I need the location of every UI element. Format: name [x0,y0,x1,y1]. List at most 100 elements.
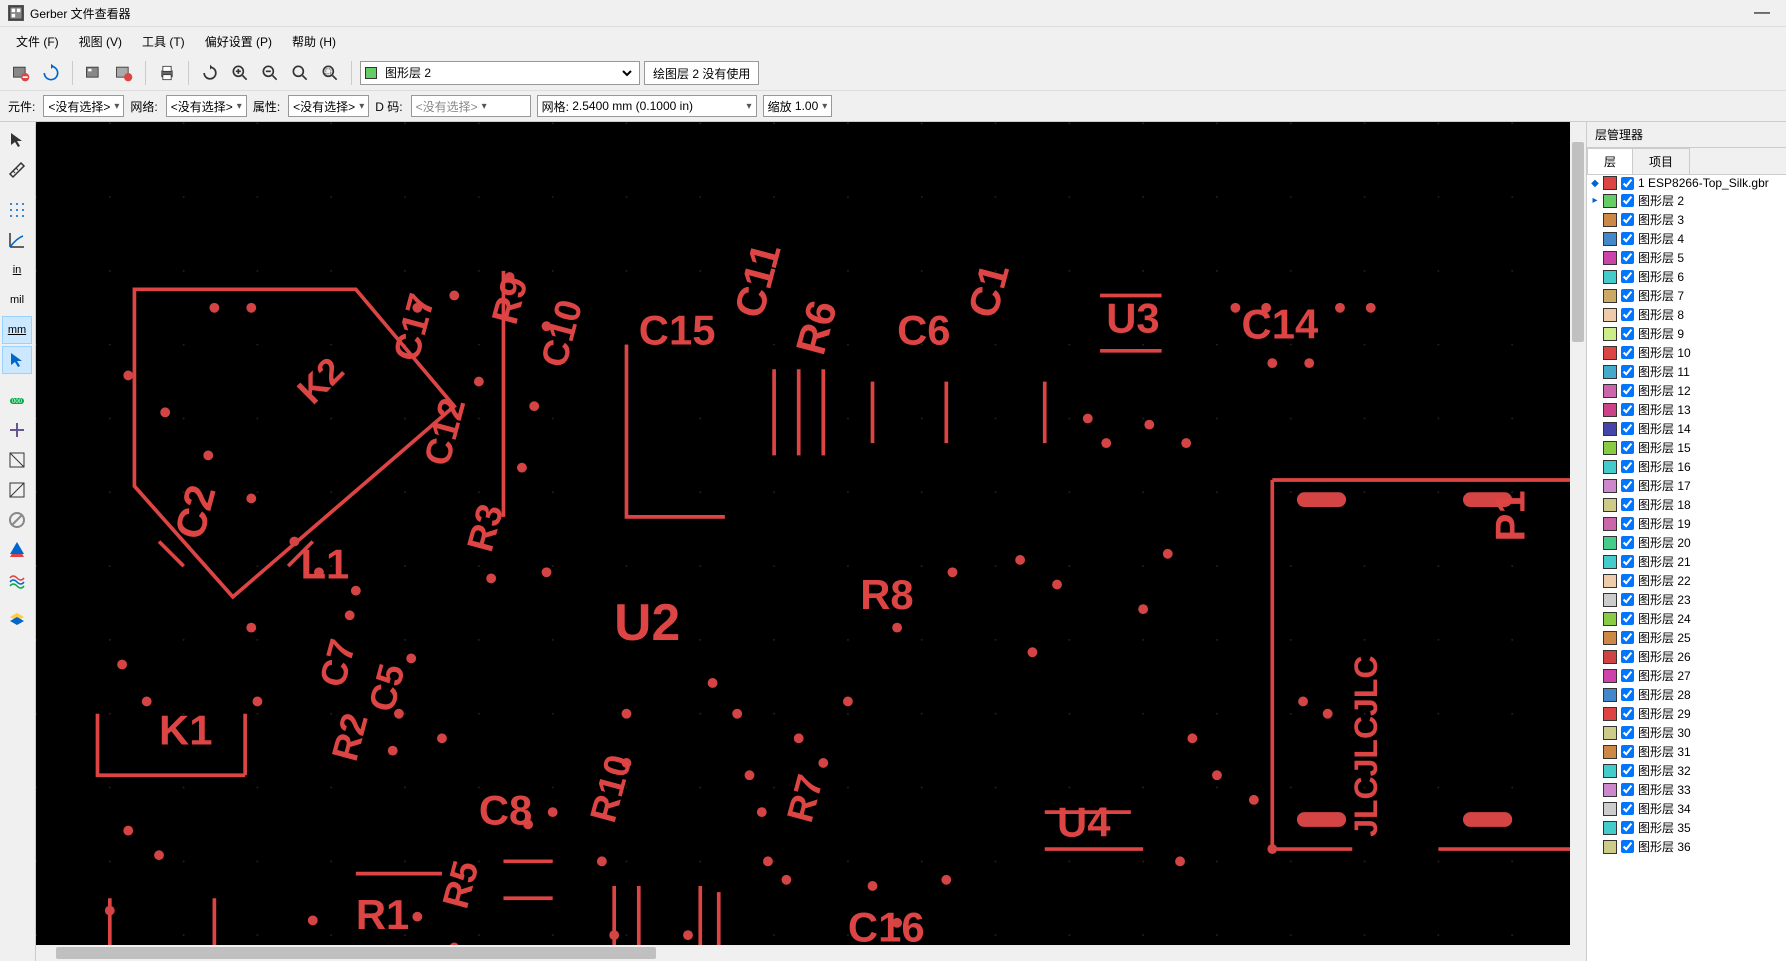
net-combo[interactable]: <没有选择>▾ [166,95,247,117]
layer-visibility-checkbox[interactable] [1621,177,1634,190]
layer-swatch[interactable] [1603,612,1617,626]
display-lines-icon[interactable] [2,416,32,444]
layer-visibility-checkbox[interactable] [1621,707,1634,720]
layer-swatch[interactable] [1603,176,1617,190]
layer-row[interactable]: 图形层 26 [1587,647,1786,666]
layer-swatch[interactable] [1603,840,1617,854]
layer-visibility-checkbox[interactable] [1621,270,1634,283]
layer-visibility-checkbox[interactable] [1621,555,1634,568]
layer-swatch[interactable] [1603,498,1617,512]
layer-visibility-checkbox[interactable] [1621,479,1634,492]
layer-swatch[interactable] [1603,441,1617,455]
layer-swatch[interactable] [1603,802,1617,816]
layer-swatch[interactable] [1603,669,1617,683]
layer-visibility-checkbox[interactable] [1621,403,1634,416]
layer-row[interactable]: 图形层 28 [1587,685,1786,704]
layer-row[interactable]: 图形层 4 [1587,229,1786,248]
display-dcodes-icon[interactable] [2,536,32,564]
layer-visibility-checkbox[interactable] [1621,574,1634,587]
layer-row[interactable]: 图形层 32 [1587,761,1786,780]
horizontal-scrollbar[interactable] [36,945,1586,961]
display-pad-icon[interactable]: 000 [2,386,32,414]
layer-row[interactable]: 图形层 3 [1587,210,1786,229]
layer-row[interactable]: 图形层 29 [1587,704,1786,723]
layer-row[interactable]: 图形层 34 [1587,799,1786,818]
layer-visibility-checkbox[interactable] [1621,308,1634,321]
layer-visibility-checkbox[interactable] [1621,365,1634,378]
layer-swatch[interactable] [1603,764,1617,778]
layer-row[interactable]: 图形层 18 [1587,495,1786,514]
layer-visibility-checkbox[interactable] [1621,460,1634,473]
layer-swatch[interactable] [1603,194,1617,208]
layer-row[interactable]: 图形层 8 [1587,305,1786,324]
polar-coord-icon[interactable] [2,226,32,254]
layer-swatch[interactable] [1603,783,1617,797]
grid-combo[interactable]: 网格: 2.5400 mm (0.1000 in)▾ [537,95,757,117]
layer-row[interactable]: 图形层 5 [1587,248,1786,267]
layer-swatch[interactable] [1603,536,1617,550]
layer-swatch[interactable] [1603,745,1617,759]
layer-visibility-checkbox[interactable] [1621,289,1634,302]
layer-visibility-checkbox[interactable] [1621,688,1634,701]
layer-row[interactable]: 图形层 24 [1587,609,1786,628]
layer-visibility-checkbox[interactable] [1621,593,1634,606]
print-icon[interactable] [154,60,180,86]
display-flash-icon[interactable] [2,446,32,474]
tab-layers[interactable]: 层 [1587,148,1633,174]
layer-swatch[interactable] [1603,365,1617,379]
layer-row[interactable]: 图形层 9 [1587,324,1786,343]
layer-visibility-checkbox[interactable] [1621,346,1634,359]
select-tool-icon[interactable] [2,126,32,154]
layer-swatch[interactable] [1603,308,1617,322]
layer-row[interactable]: 图形层 14 [1587,419,1786,438]
layer-swatch[interactable] [1603,517,1617,531]
layer-row[interactable]: 图形层 15 [1587,438,1786,457]
layer-swatch[interactable] [1603,574,1617,588]
menu-file[interactable]: 文件 (F) [8,29,67,54]
layer-swatch[interactable] [1603,346,1617,360]
layer-swatch[interactable] [1603,650,1617,664]
layer-row[interactable]: 图形层 17 [1587,476,1786,495]
clear-layers-icon[interactable] [8,60,34,86]
unit-in-button[interactable]: in [2,256,32,284]
vertical-scrollbar[interactable] [1570,122,1586,945]
layer-row[interactable]: 图形层 21 [1587,552,1786,571]
layer-swatch[interactable] [1603,251,1617,265]
layer-swatch[interactable] [1603,213,1617,227]
minimize-button[interactable]: — [1746,4,1778,22]
component-combo[interactable]: <没有选择>▾ [43,95,124,117]
zoom-selection-icon[interactable] [317,60,343,86]
layer-row[interactable]: ◆ 1 ESP8266-Top_Silk.gbr [1587,175,1786,191]
layer-visibility-checkbox[interactable] [1621,536,1634,549]
layer-row[interactable]: 图形层 7 [1587,286,1786,305]
layer-visibility-checkbox[interactable] [1621,631,1634,644]
layer-row[interactable]: 图形层 16 [1587,457,1786,476]
open-drill-icon[interactable] [111,60,137,86]
reload-icon[interactable] [38,60,64,86]
layer-visibility-checkbox[interactable] [1621,213,1634,226]
zoom-out-icon[interactable] [257,60,283,86]
layer-row[interactable]: 图形层 20 [1587,533,1786,552]
open-gerber-icon[interactable] [81,60,107,86]
display-polygon-icon[interactable] [2,476,32,504]
layer-swatch[interactable] [1603,593,1617,607]
layer-visibility-checkbox[interactable] [1621,498,1634,511]
menu-tools[interactable]: 工具 (T) [134,29,193,54]
pcb-canvas[interactable]: C15C11R6C6C1U3C14R9C10C17K2C12C2L1R3U2R8… [36,122,1586,961]
zoom-in-icon[interactable] [227,60,253,86]
layer-visibility-checkbox[interactable] [1621,612,1634,625]
layer-row[interactable]: 图形层 12 [1587,381,1786,400]
layer-swatch[interactable] [1603,631,1617,645]
unit-mil-button[interactable]: mil [2,286,32,314]
layer-visibility-checkbox[interactable] [1621,726,1634,739]
layer-visibility-checkbox[interactable] [1621,745,1634,758]
diff-mode-icon[interactable] [2,566,32,594]
menu-help[interactable]: 帮助 (H) [284,29,344,54]
dcode-combo[interactable]: <没有选择>▾ [411,95,531,117]
unit-mm-button[interactable]: mm [2,316,32,344]
layer-row[interactable]: ▸ 图形层 2 [1587,191,1786,210]
layer-status[interactable]: 绘图层 2 没有使用 [644,61,759,85]
layer-visibility-checkbox[interactable] [1621,821,1634,834]
layers-manager-icon[interactable] [2,606,32,634]
layer-visibility-checkbox[interactable] [1621,251,1634,264]
